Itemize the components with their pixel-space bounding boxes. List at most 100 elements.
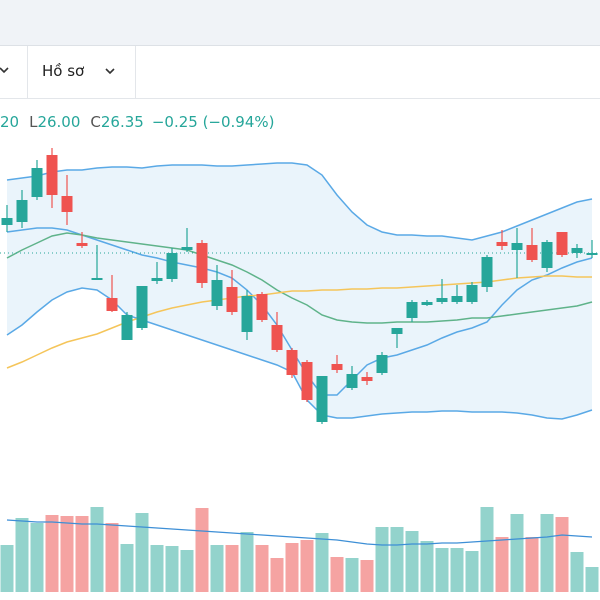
candle-body	[571, 248, 583, 253]
volume-bar	[15, 518, 29, 592]
close-key: C	[90, 113, 101, 131]
candle-body	[556, 232, 568, 255]
volume-bar	[60, 516, 74, 592]
candle-body	[31, 168, 43, 197]
volume-bar	[495, 537, 509, 592]
volume-bar	[480, 507, 494, 592]
volume-bar	[510, 514, 524, 592]
candle-body	[196, 243, 208, 283]
top-bar	[0, 0, 600, 46]
band-upper	[6, 162, 593, 241]
high-value: 20	[0, 113, 20, 131]
band-fill	[7, 163, 592, 419]
candle-body	[286, 350, 298, 375]
volume-bar	[255, 545, 269, 592]
candle-body	[391, 328, 403, 334]
candle-body	[511, 243, 523, 250]
volume-bar	[225, 545, 239, 592]
volume-bar	[435, 548, 449, 592]
volume-bar	[540, 514, 554, 592]
candle-body	[466, 285, 478, 302]
candle-body	[166, 253, 178, 279]
volume-bar	[360, 560, 374, 592]
volume-bar	[300, 540, 314, 592]
candle-body	[271, 325, 283, 350]
candle-body	[496, 242, 508, 246]
volume-ma	[6, 519, 593, 546]
candle-body	[586, 253, 598, 255]
divider	[27, 46, 28, 98]
volume-bar	[525, 537, 539, 592]
volume-bar	[315, 533, 329, 592]
candle-body	[406, 302, 418, 318]
volume-bar	[75, 516, 89, 592]
candle-body	[256, 294, 268, 320]
candle-body	[331, 364, 343, 370]
volume-bar	[0, 545, 14, 592]
candle-body	[376, 355, 388, 373]
volume-bar	[390, 527, 404, 592]
volume-bar	[570, 552, 584, 592]
profile-menu[interactable]: Hồ sơ	[42, 62, 85, 80]
volume-bar	[45, 515, 59, 592]
ohlc-legend: 20 L26.00 C26.35 −0.25 (−0.94%)	[0, 113, 275, 131]
candle-body	[361, 377, 373, 381]
candle-body	[526, 245, 538, 260]
volume-bar	[30, 523, 44, 592]
volume-bar	[210, 545, 224, 592]
volume-bar	[375, 527, 389, 592]
volume-bar	[180, 550, 194, 592]
candle-body	[16, 200, 28, 222]
low-key: L	[29, 113, 38, 131]
candle-body	[301, 362, 313, 400]
candle-body	[211, 280, 223, 306]
volume-bar	[330, 557, 344, 592]
volume-bar	[165, 546, 179, 592]
volume-bar	[345, 558, 359, 592]
candle-body	[346, 374, 358, 388]
candle-body	[436, 298, 448, 302]
candle-body	[451, 296, 463, 302]
candle-body	[136, 286, 148, 328]
volume-bar	[150, 545, 164, 592]
candle-body	[481, 257, 493, 287]
candle-body	[106, 298, 118, 311]
candle-body	[76, 243, 88, 246]
candle-body	[226, 287, 238, 312]
menu-chevron[interactable]	[104, 46, 118, 98]
candle-body	[61, 196, 73, 212]
candle-body	[316, 376, 328, 422]
candle-body	[151, 278, 163, 281]
volume-bar	[120, 544, 134, 592]
candle-body	[121, 315, 133, 340]
band-lower	[6, 287, 593, 420]
volume-bar	[195, 508, 209, 592]
candle-body	[91, 278, 103, 280]
candle-body	[1, 218, 13, 225]
candle-body	[46, 155, 58, 195]
volume-bar	[450, 548, 464, 592]
candle-body	[241, 296, 253, 332]
candle-body	[421, 302, 433, 305]
volume-bar	[240, 532, 254, 592]
volume-bar	[270, 558, 284, 592]
volume-bar	[285, 543, 299, 592]
moving-average	[6, 227, 593, 396]
close-value: 26.35	[100, 113, 144, 131]
volume-bar	[135, 513, 149, 592]
volume-bar	[555, 517, 569, 592]
volume-bar	[405, 531, 419, 592]
divider	[135, 46, 136, 98]
volume-bar	[90, 507, 104, 592]
change-value: −0.25 (−0.94%)	[151, 113, 275, 131]
moving-average	[6, 275, 592, 369]
volume-bar	[420, 541, 434, 592]
volume-bar	[105, 523, 119, 592]
left-chevron[interactable]	[0, 46, 20, 98]
moving-average	[6, 232, 593, 324]
volume-bar	[465, 551, 479, 592]
candle-body	[181, 247, 193, 250]
low-value: 26.00	[37, 113, 81, 131]
volume-bar	[585, 567, 599, 592]
